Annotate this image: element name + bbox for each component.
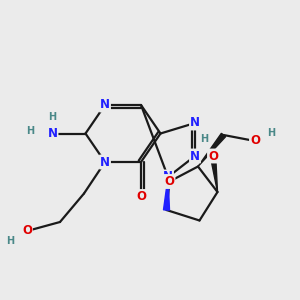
Text: N: N [190,149,200,163]
Text: N: N [100,155,110,169]
Text: H: H [200,134,208,145]
Text: H: H [267,128,276,139]
Text: N: N [100,98,110,112]
Text: H: H [48,112,57,122]
Text: H: H [26,125,34,136]
Text: O: O [22,224,32,238]
Text: O: O [136,190,146,203]
Text: N: N [47,127,58,140]
Text: O: O [250,134,260,148]
Text: O: O [208,149,218,163]
Polygon shape [198,133,226,166]
Text: O: O [164,175,175,188]
Text: N: N [190,116,200,130]
Polygon shape [164,177,169,210]
Polygon shape [210,156,218,192]
Text: H: H [6,236,15,247]
Text: N: N [163,170,173,184]
